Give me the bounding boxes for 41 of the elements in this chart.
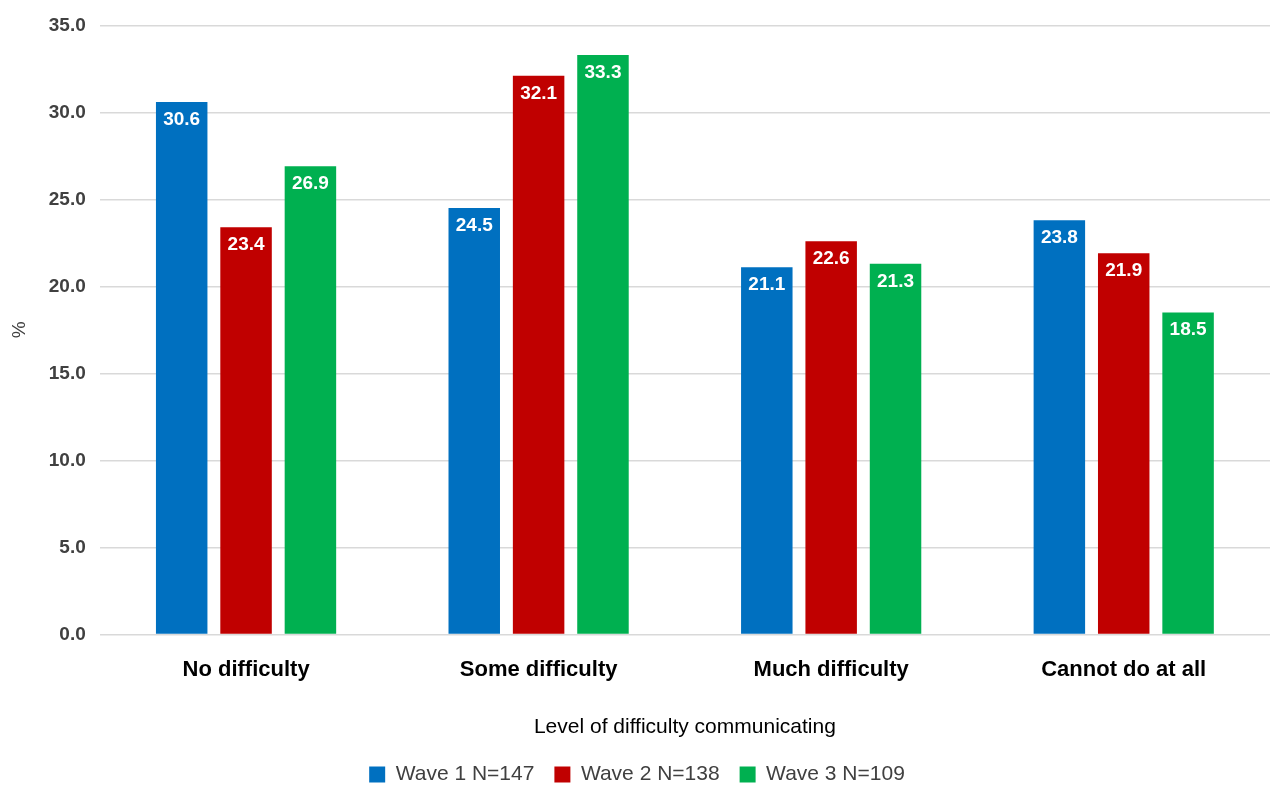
bar (512, 75, 565, 634)
data-label: 23.8 (1040, 226, 1078, 248)
bar (220, 227, 272, 634)
data-label: 24.5 (455, 213, 494, 235)
data-label: 21.3 (877, 269, 915, 291)
data-label: 21.1 (748, 272, 786, 294)
bar (1033, 220, 1086, 634)
y-axis-title: % (7, 321, 29, 339)
y-tick-label: 30.0 (48, 100, 86, 122)
bar (805, 241, 857, 634)
data-label: 26.9 (291, 172, 329, 194)
bar (869, 263, 922, 634)
data-label: 21.9 (1105, 259, 1143, 281)
x-tick-label: Much difficulty (753, 655, 910, 681)
legend-label: Wave 1 N=147 (395, 761, 535, 785)
y-tick-label: 35.0 (48, 13, 86, 35)
bar (577, 54, 629, 634)
x-tick-label: Cannot do at all (1041, 655, 1207, 681)
y-tick-label: 15.0 (48, 361, 86, 383)
legend-label: Wave 2 N=138 (580, 761, 720, 785)
data-label: 22.6 (812, 246, 850, 268)
bar (284, 166, 337, 634)
bar (741, 267, 793, 634)
data-label: 33.3 (584, 60, 622, 82)
bar (448, 208, 500, 634)
data-label: 30.6 (163, 107, 201, 129)
legend-label: Wave 3 N=109 (766, 761, 905, 785)
bar (155, 101, 208, 634)
bar (1097, 253, 1150, 634)
bar (1162, 312, 1214, 634)
y-tick-label: 10.0 (48, 448, 86, 470)
x-tick-label: No difficulty (182, 655, 311, 681)
data-label: 18.5 (1169, 318, 1208, 340)
data-label: 23.4 (227, 232, 265, 254)
data-label: 32.1 (520, 81, 558, 103)
y-tick-label: 25.0 (48, 187, 86, 209)
x-axis-title: Level of difficulty communicating (533, 714, 836, 738)
y-tick-label: 5.0 (59, 535, 86, 557)
y-tick-label: 20.0 (48, 274, 86, 296)
x-tick-label: Some difficulty (459, 655, 619, 681)
y-tick-label: 0.0 (59, 622, 86, 644)
